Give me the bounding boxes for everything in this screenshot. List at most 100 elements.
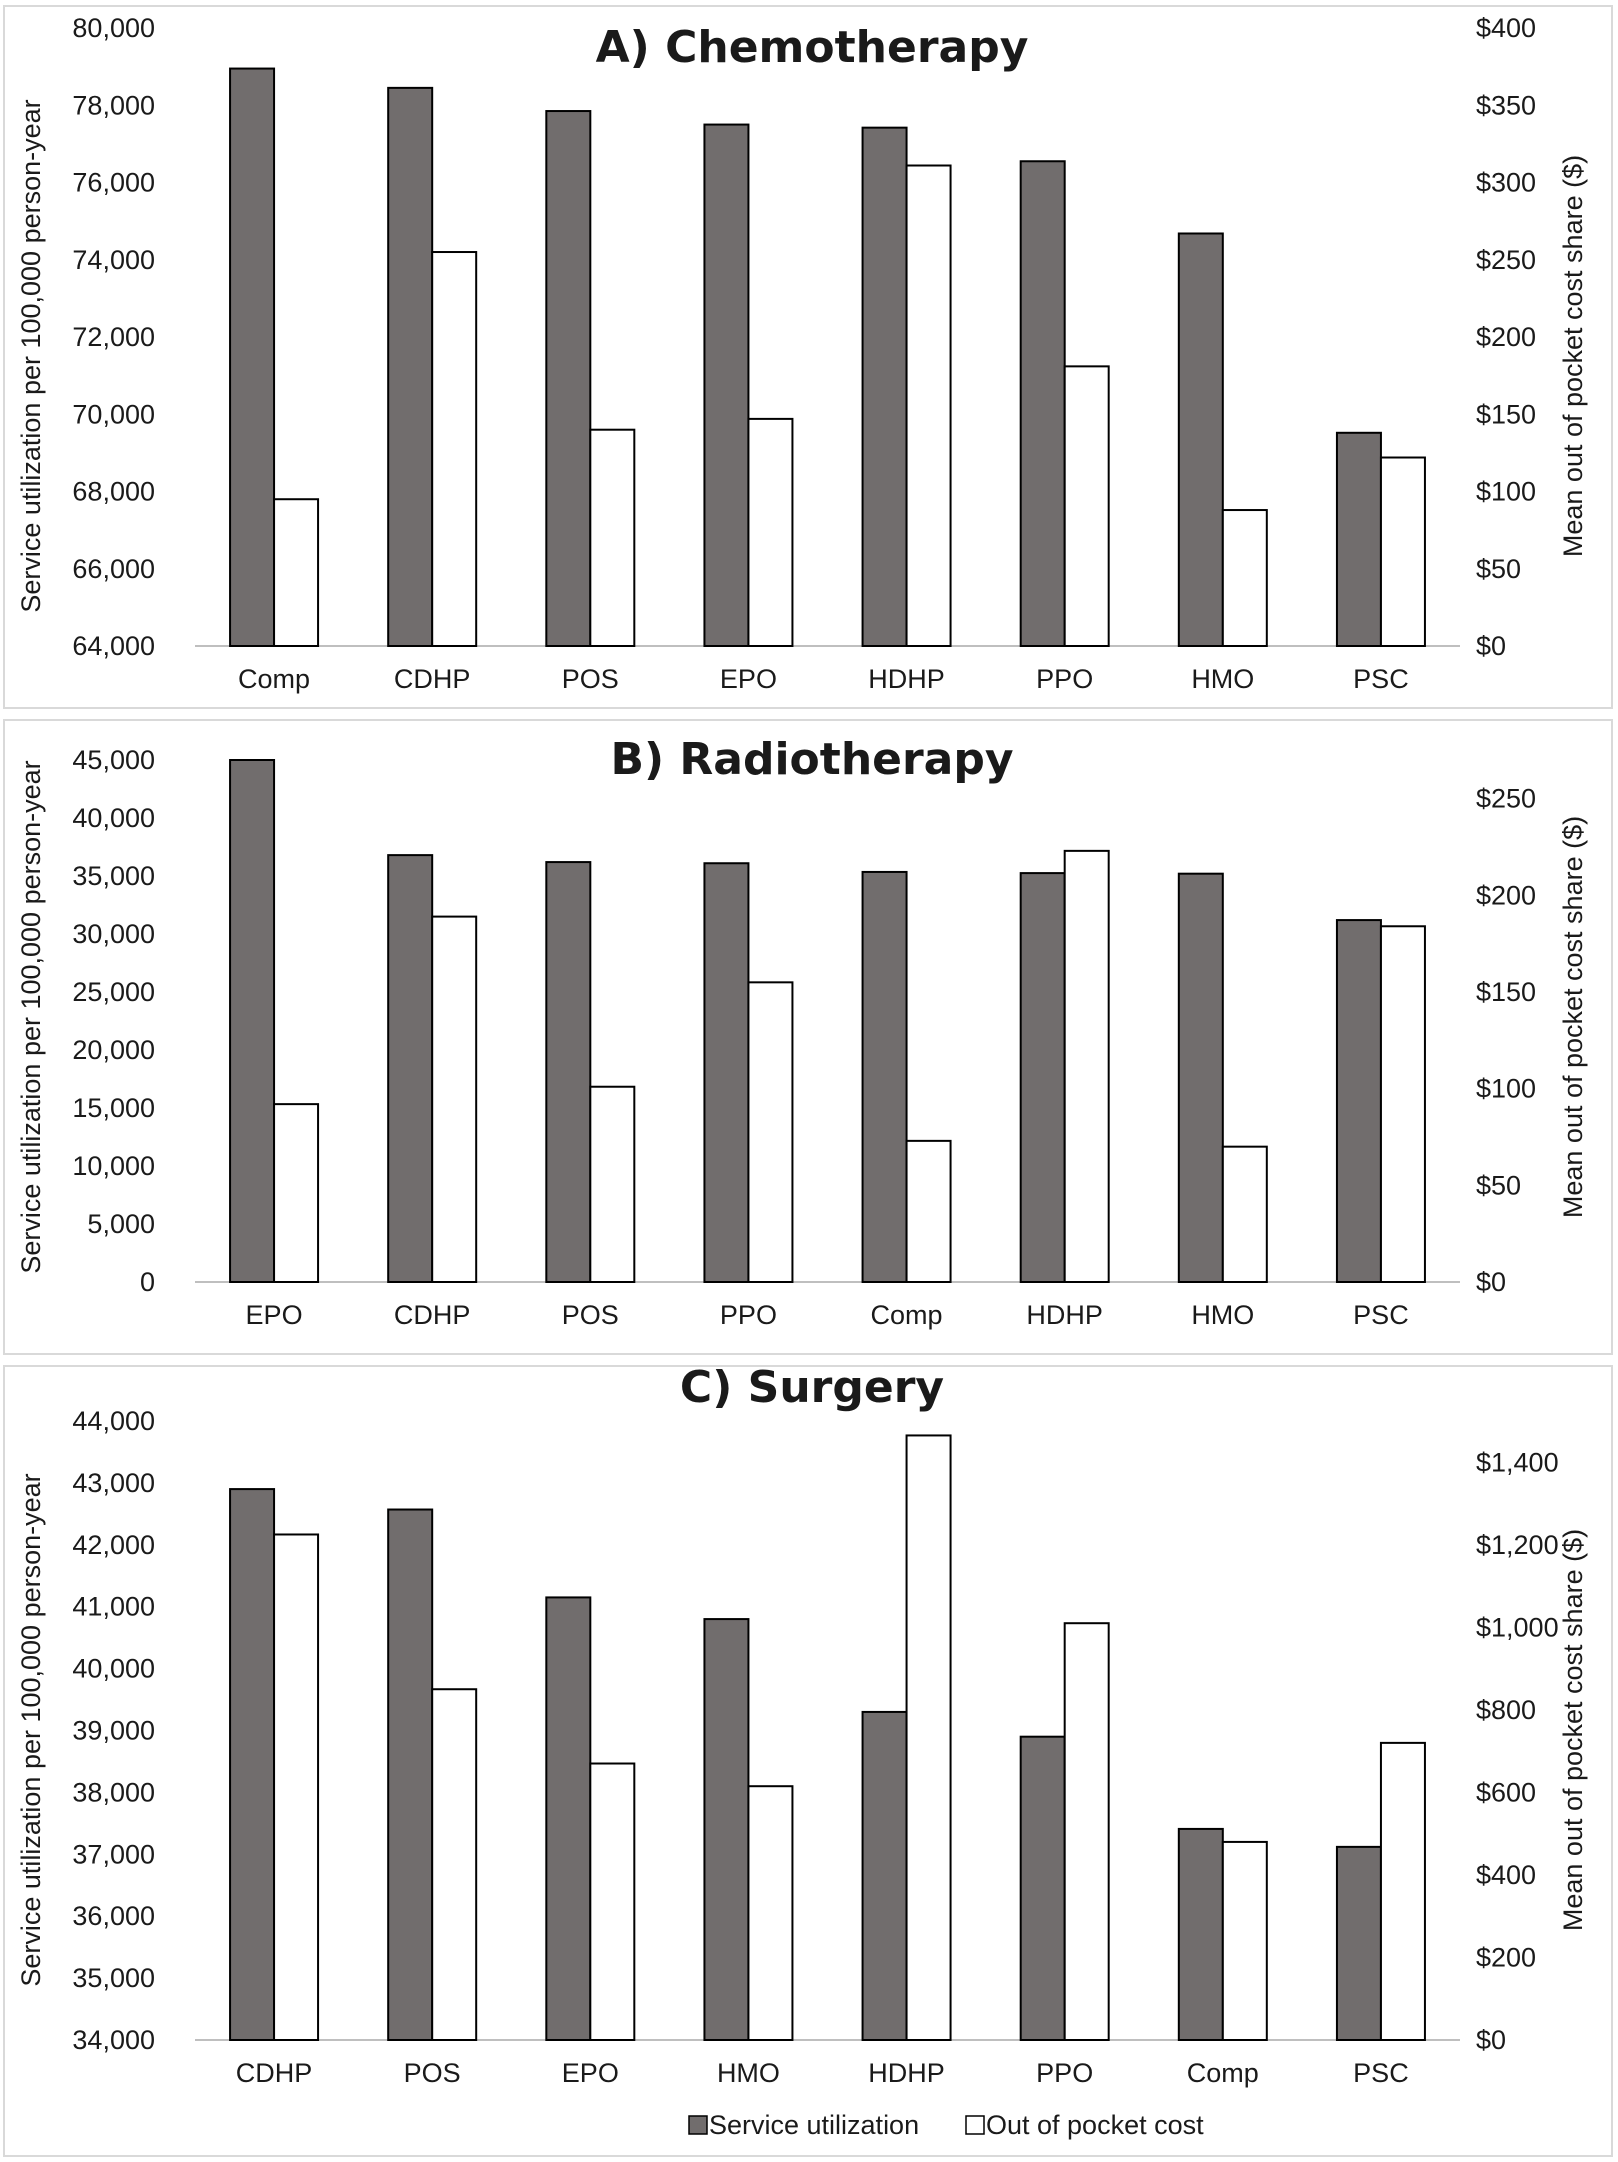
y2-tick-label: $600 <box>1476 1777 1536 1807</box>
legend-label-service-utilization: Service utilization <box>709 2110 919 2140</box>
panel-frame <box>3 719 1613 1355</box>
bar-out-of-pocket-cost-comp <box>273 498 320 647</box>
bar-out-of-pocket-cost-comp <box>905 1139 952 1284</box>
y-tick-label: 76,000 <box>72 168 155 198</box>
bar-out-of-pocket-cost-cdhp <box>273 1533 320 2041</box>
y-tick-label: 72,000 <box>72 322 155 352</box>
y2-tick-label: $200 <box>1476 322 1536 352</box>
bar-service-utilization-ppo <box>703 862 750 1283</box>
bar-out-of-pocket-cost-hdhp <box>905 164 952 647</box>
legend-swatch-service-utilization <box>688 2115 708 2135</box>
bar-service-utilization-epo <box>545 1596 592 2042</box>
bar-service-utilization-pos <box>545 110 592 647</box>
bars <box>229 1434 1426 2042</box>
y-tick-label: 15,000 <box>72 1093 155 1123</box>
y-tick-label: 64,000 <box>72 631 155 661</box>
bar-service-utilization-comp <box>861 870 908 1283</box>
bar-out-of-pocket-cost-ppo <box>747 981 794 1283</box>
y-tick-label: 78,000 <box>72 90 155 120</box>
x-tick-label: EPO <box>562 2058 619 2088</box>
panel-frame <box>3 1365 1613 2157</box>
panel-chemotherapy: A) Chemotherapy 64,000 66,000 68,000 70,000… <box>3 5 1613 709</box>
x-tick-label: HDHP <box>1026 1300 1103 1330</box>
x-tick-label: Comp <box>238 664 310 694</box>
y2-tick-label: $0 <box>1476 1267 1506 1297</box>
y-axis-label: Service utilization per 100,000 person-y… <box>16 760 46 1273</box>
y-tick-label: 34,000 <box>72 2025 155 2055</box>
y2-tick-label: $200 <box>1476 880 1536 910</box>
bar-service-utilization-comp <box>229 67 276 647</box>
x-tick-label: CDHP <box>394 664 471 694</box>
bar-out-of-pocket-cost-psc <box>1379 1741 1426 2041</box>
x-tick-label: HDHP <box>868 664 945 694</box>
legend-swatch-out-of-pocket-cost <box>965 2115 985 2135</box>
bar-out-of-pocket-cost-ppo <box>1063 365 1110 647</box>
x-tick-label: CDHP <box>236 2058 313 2088</box>
y-tick-label: 30,000 <box>72 919 155 949</box>
left-axis: 0 5,000 10,000 15,000 20,000 25,000 30,000 35,0… <box>72 745 155 1297</box>
bar-out-of-pocket-cost-pos <box>589 428 636 648</box>
bar-service-utilization-comp <box>1177 1827 1224 2042</box>
y-tick-label: 40,000 <box>72 803 155 833</box>
x-tick-label: Comp <box>1187 2058 1259 2088</box>
left-axis: 64,000 66,000 68,000 70,000 72,000 74,000 76,0… <box>72 13 155 661</box>
y2-tick-label: $1,000 <box>1476 1612 1559 1642</box>
bar-out-of-pocket-cost-hdhp <box>1063 849 1110 1283</box>
y-tick-label: 66,000 <box>72 554 155 584</box>
x-tick-label: CDHP <box>394 1300 471 1330</box>
bar-service-utilization-hdhp <box>1019 872 1066 1283</box>
x-tick-label: PSC <box>1353 664 1409 694</box>
y2-tick-label: $50 <box>1476 554 1521 584</box>
y-tick-label: 80,000 <box>72 13 155 43</box>
left-axis: 34,000 35,000 36,000 37,000 38,000 39,000 40,0… <box>72 1406 155 2055</box>
x-tick-label: PPO <box>1036 2058 1093 2088</box>
chart-title: B) Radiotherapy <box>610 734 1013 785</box>
x-axis: CDHP POS EPO HMO HDHP PPO Comp PSC <box>236 2058 1409 2088</box>
bar-service-utilization-psc <box>1335 919 1382 1284</box>
legend: Service utilization Out of pocket cost <box>688 2110 1204 2140</box>
x-tick-label: HDHP <box>868 2058 945 2088</box>
bar-out-of-pocket-cost-pos <box>589 1085 636 1283</box>
x-tick-label: EPO <box>720 664 777 694</box>
x-tick-label: Comp <box>871 1300 943 1330</box>
y2-tick-label: $100 <box>1476 1074 1536 1104</box>
bar-out-of-pocket-cost-epo <box>273 1103 320 1283</box>
bar-out-of-pocket-cost-hdhp <box>905 1434 952 2041</box>
right-axis: $0 $50 $100 $150 $200 $250 <box>1476 784 1536 1297</box>
bar-service-utilization-ppo <box>1019 1735 1066 2041</box>
bar-out-of-pocket-cost-hmo <box>1221 509 1268 648</box>
bar-out-of-pocket-cost-epo <box>747 417 794 648</box>
y2-tick-label: $150 <box>1476 399 1536 429</box>
right-axis: $0 $50 $100 $150 $200 $250 $300 $350 $400 <box>1476 13 1536 661</box>
bar-service-utilization-psc <box>1335 431 1382 648</box>
x-tick-label: HMO <box>717 2058 780 2088</box>
bar-service-utilization-pos <box>545 861 592 1284</box>
bar-out-of-pocket-cost-cdhp <box>431 251 478 647</box>
bar-out-of-pocket-cost-hmo <box>747 1785 794 2041</box>
y-tick-label: 68,000 <box>72 477 155 507</box>
y-tick-label: 25,000 <box>72 977 155 1007</box>
bar-out-of-pocket-cost-epo <box>589 1762 636 2041</box>
x-tick-label: POS <box>562 664 619 694</box>
bar-service-utilization-ppo <box>1019 160 1066 647</box>
y2-tick-label: $0 <box>1476 631 1506 661</box>
bars <box>229 67 1426 648</box>
bar-out-of-pocket-cost-ppo <box>1063 1622 1110 2041</box>
y-tick-label: 74,000 <box>72 245 155 275</box>
y-tick-label: 40,000 <box>72 1654 155 1684</box>
y-axis-label: Service utilization per 100,000 person-y… <box>16 99 46 612</box>
y-tick-label: 45,000 <box>72 745 155 775</box>
bar-out-of-pocket-cost-psc <box>1379 925 1426 1283</box>
y-tick-label: 70,000 <box>72 399 155 429</box>
y-tick-label: 36,000 <box>72 1901 155 1931</box>
y2-tick-label: $150 <box>1476 977 1536 1007</box>
bar-service-utilization-hmo <box>703 1618 750 2041</box>
y2-axis-label: Mean out of pocket cost share ($) <box>1558 1529 1588 1931</box>
panel-radiotherapy: B) Radiotherapy 0 5,000 10,000 15,000 20,000… <box>3 719 1613 1355</box>
x-tick-label: HMO <box>1191 1300 1254 1330</box>
bar-service-utilization-hdhp <box>861 1710 908 2042</box>
bar-service-utilization-cdhp <box>387 854 434 1283</box>
panel-frame <box>3 5 1613 709</box>
panel-surgery: C) Surgery 34,000 35,000 36,000 37,000 38,00… <box>3 1362 1613 2157</box>
bar-service-utilization-epo <box>229 759 276 1283</box>
